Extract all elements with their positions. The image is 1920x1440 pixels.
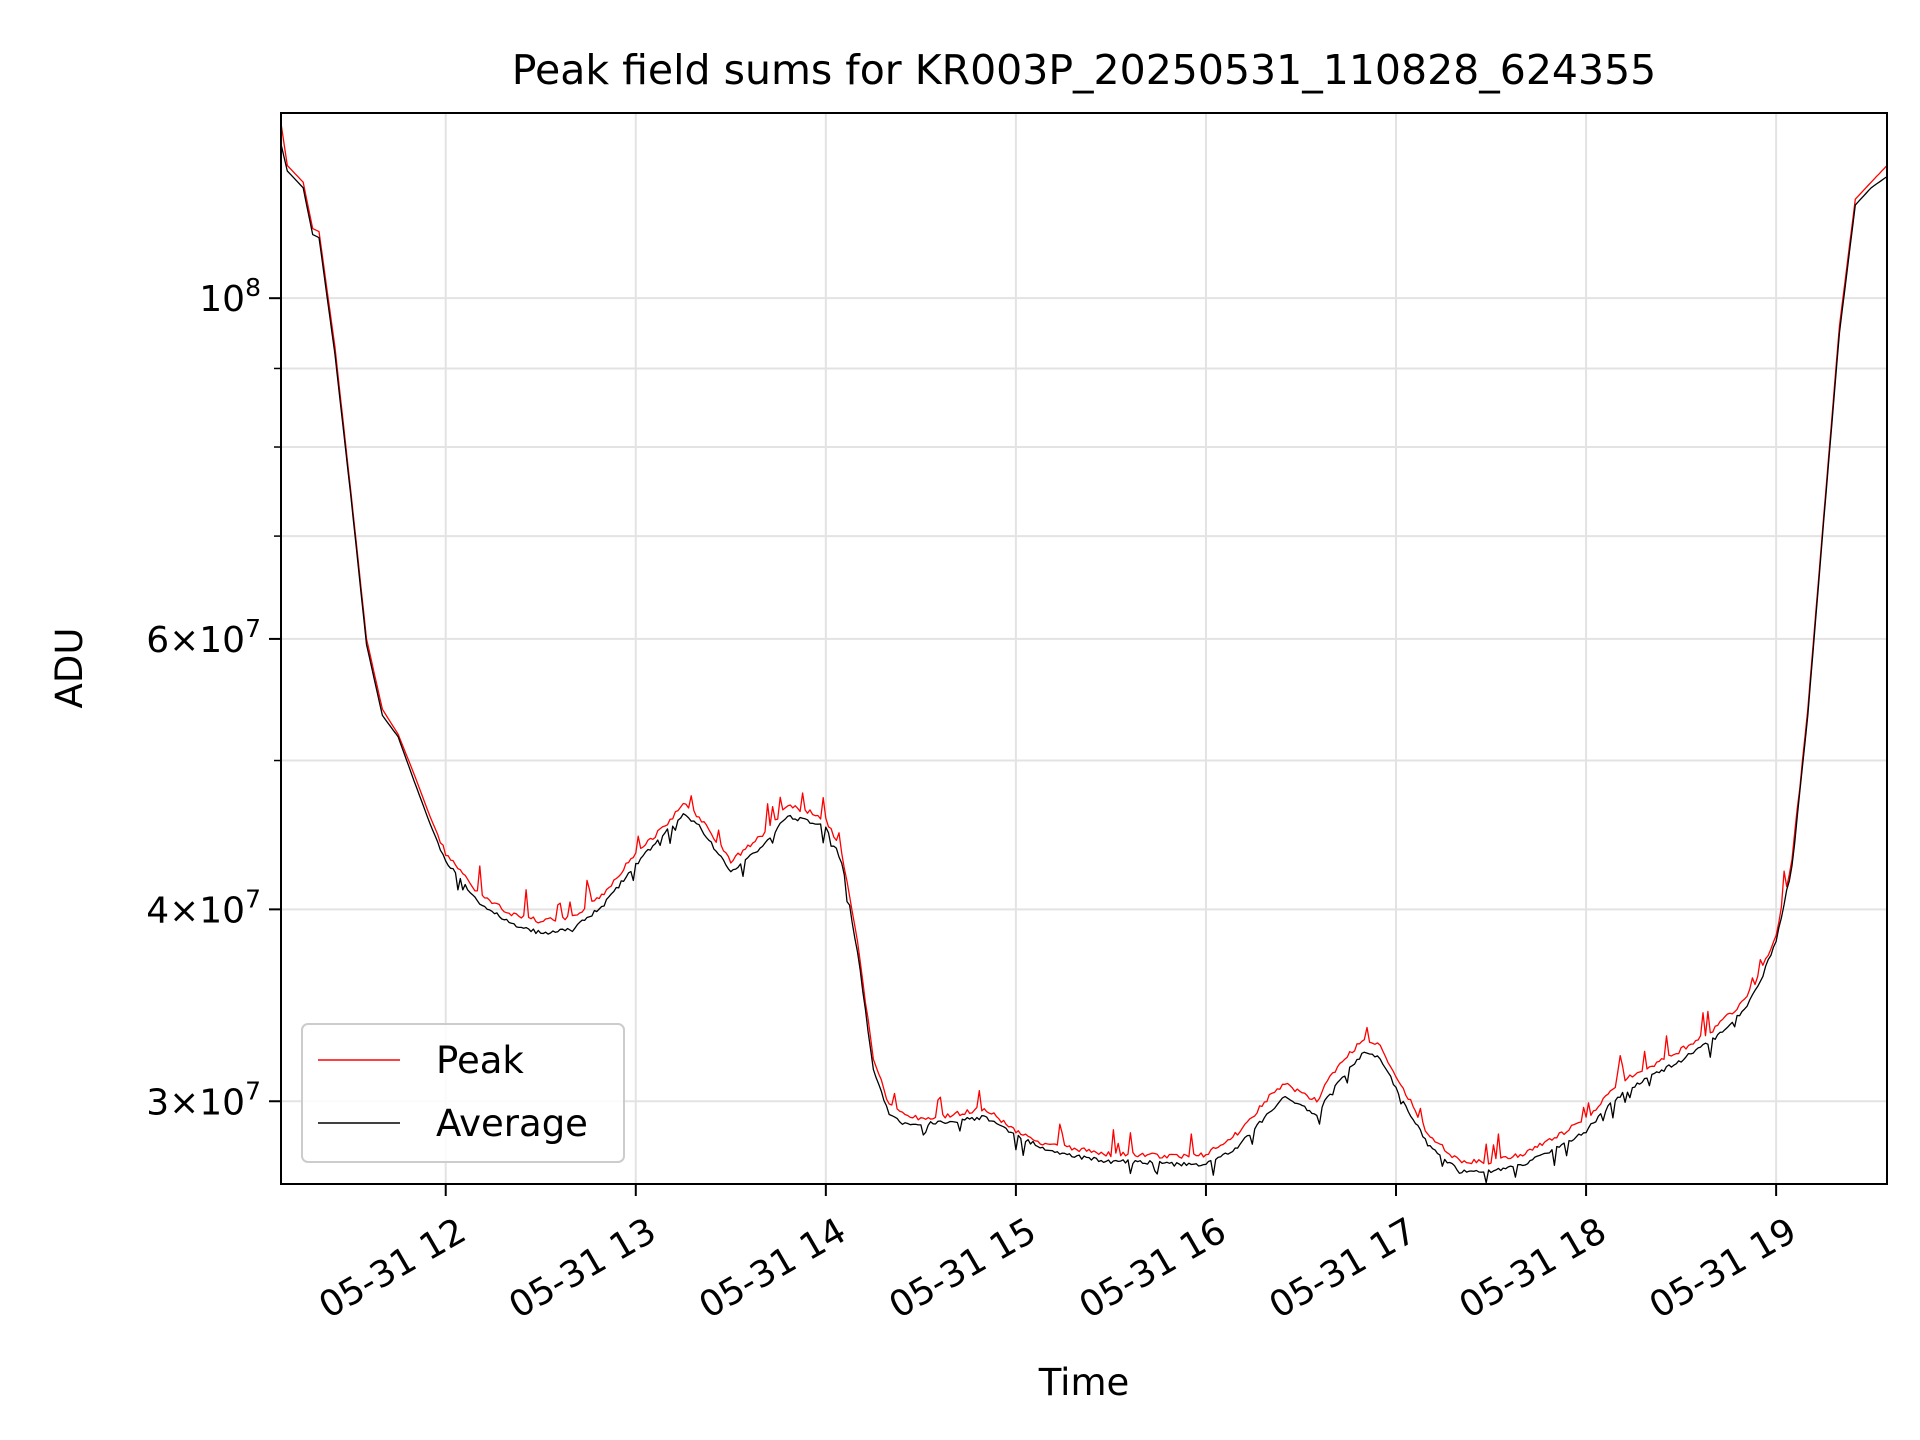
series-average-line <box>280 143 1888 1184</box>
grid <box>281 113 1887 1184</box>
y-axis-label: ADU <box>48 628 91 709</box>
chart-title: Peak field sums for KR003P_20250531_1108… <box>512 46 1657 94</box>
legend-peak-label: Peak <box>436 1039 524 1082</box>
plot-frame <box>280 112 1888 1185</box>
legend: Peak Average <box>301 1023 625 1163</box>
y-tick-label: 6×107 <box>146 614 261 661</box>
y-tick-label: 4×107 <box>146 884 261 931</box>
x-axis-label: Time <box>1038 1361 1130 1404</box>
legend-frame <box>301 1023 625 1163</box>
y-tick-label: 3×107 <box>146 1076 261 1123</box>
legend-average-label: Average <box>436 1102 588 1145</box>
series-lines <box>280 123 1888 1184</box>
series-peak-line <box>280 123 1888 1165</box>
y-tick-label: 108 <box>199 273 261 320</box>
